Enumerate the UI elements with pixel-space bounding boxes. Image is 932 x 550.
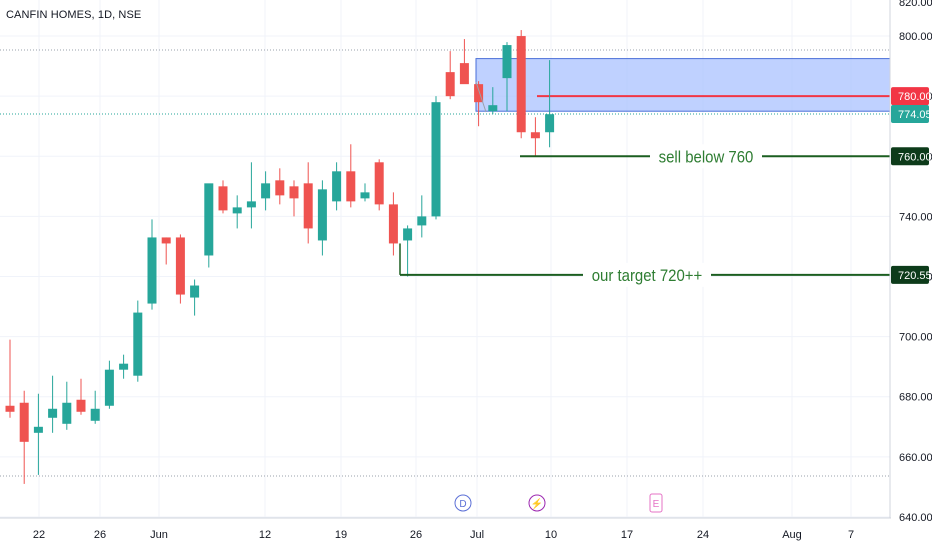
price-tag-780: 780.00: [898, 91, 932, 103]
candle-body-up[interactable]: [246, 201, 256, 208]
candle-body-down[interactable]: [218, 186, 228, 211]
price-tag-current: 774.05: [898, 109, 932, 121]
candle-body-up[interactable]: [403, 228, 413, 241]
candle-body-up[interactable]: [62, 402, 72, 424]
candle-body-up[interactable]: [190, 285, 200, 298]
time-axis-label: 10: [545, 529, 557, 541]
split-event-icon[interactable]: [528, 494, 546, 512]
candle-body-up[interactable]: [104, 369, 114, 406]
candle-body-down[interactable]: [303, 183, 313, 229]
candle-body-down[interactable]: [275, 180, 285, 196]
time-axis-label: 26: [94, 529, 106, 541]
candle-body-up[interactable]: [431, 102, 441, 217]
candle-body-down[interactable]: [346, 171, 356, 202]
candle-body-up[interactable]: [502, 45, 512, 79]
candle-body-down[interactable]: [76, 399, 86, 412]
candle-body-down[interactable]: [161, 237, 171, 244]
dividend-event-icon[interactable]: [454, 494, 472, 512]
time-axis-label: Jun: [150, 529, 168, 541]
candle-body-down[interactable]: [530, 132, 540, 139]
price-axis-label: 700.00: [899, 332, 932, 344]
candle-body-up[interactable]: [488, 105, 498, 112]
price-tag-current-bg: [891, 105, 929, 124]
candle-body-down[interactable]: [374, 162, 384, 205]
price-axis-label: 740.00: [899, 211, 932, 223]
candle-body-up[interactable]: [147, 237, 157, 304]
candle-body-up[interactable]: [90, 408, 100, 421]
price-tag-780-bg: [891, 87, 929, 106]
candle-body-down[interactable]: [474, 84, 484, 103]
candle-body-up[interactable]: [33, 426, 43, 433]
dividend-event-letter: D: [459, 499, 466, 510]
candle-body-down[interactable]: [5, 405, 15, 412]
price-axis-label: 660.00: [899, 452, 932, 464]
sell-level-label-bg: [650, 144, 762, 169]
price-axis-label: 800.00: [899, 31, 932, 43]
target-level-label: our target 720++: [592, 267, 703, 285]
candle-body-up[interactable]: [261, 183, 271, 199]
time-axis-label: 26: [410, 529, 422, 541]
candle-body-down[interactable]: [289, 186, 299, 199]
candle-body-up[interactable]: [48, 408, 58, 418]
time-axis-label: 22: [33, 529, 45, 541]
time-axis-label: 19: [335, 529, 347, 541]
candle-body-down[interactable]: [175, 237, 185, 295]
price-tag-720-bg: [891, 265, 929, 284]
candle-body-down[interactable]: [516, 36, 526, 133]
candle-body-up[interactable]: [119, 363, 129, 370]
candle-body-down[interactable]: [445, 72, 455, 97]
candle-body-down[interactable]: [459, 63, 469, 85]
time-axis-label: 7: [848, 529, 854, 541]
candle-body-up[interactable]: [332, 171, 342, 202]
price-tag-760-bg: [891, 147, 929, 166]
split-event-letter: ⚡: [531, 497, 543, 510]
candle-body-up[interactable]: [417, 216, 427, 226]
supply-zone-rect[interactable]: [475, 58, 891, 112]
price-tag-720: 720.55: [898, 270, 932, 282]
candle-body-up[interactable]: [545, 114, 555, 133]
time-axis-label: Aug: [782, 529, 802, 541]
time-axis-label: 17: [621, 529, 633, 541]
price-axis-label: 640.00: [899, 512, 932, 524]
candle-body-up[interactable]: [133, 312, 143, 376]
price-tag-760: 760.00: [898, 151, 932, 163]
candle-body-up[interactable]: [232, 207, 242, 214]
candle-body-up[interactable]: [317, 189, 327, 241]
candle-body-up[interactable]: [204, 183, 214, 256]
sell-level-label: sell below 760: [659, 148, 754, 166]
time-axis-label: 24: [697, 529, 709, 541]
earnings-event-icon[interactable]: [649, 493, 663, 513]
price-axis-top-partial: 820.00: [899, 0, 932, 9]
measure-arrow: [475, 81, 487, 113]
candle-body-up[interactable]: [360, 192, 370, 199]
price-axis-label: 680.00: [899, 392, 932, 404]
candle-body-down[interactable]: [388, 204, 398, 244]
time-axis-label: 12: [259, 529, 271, 541]
target-level-label-bg: [583, 262, 711, 287]
symbol-title: CANFIN HOMES, 1D, NSE: [6, 9, 142, 21]
earnings-event-letter: E: [653, 499, 660, 510]
time-axis-label: Jul: [470, 529, 484, 541]
candle-body-down[interactable]: [19, 402, 29, 442]
